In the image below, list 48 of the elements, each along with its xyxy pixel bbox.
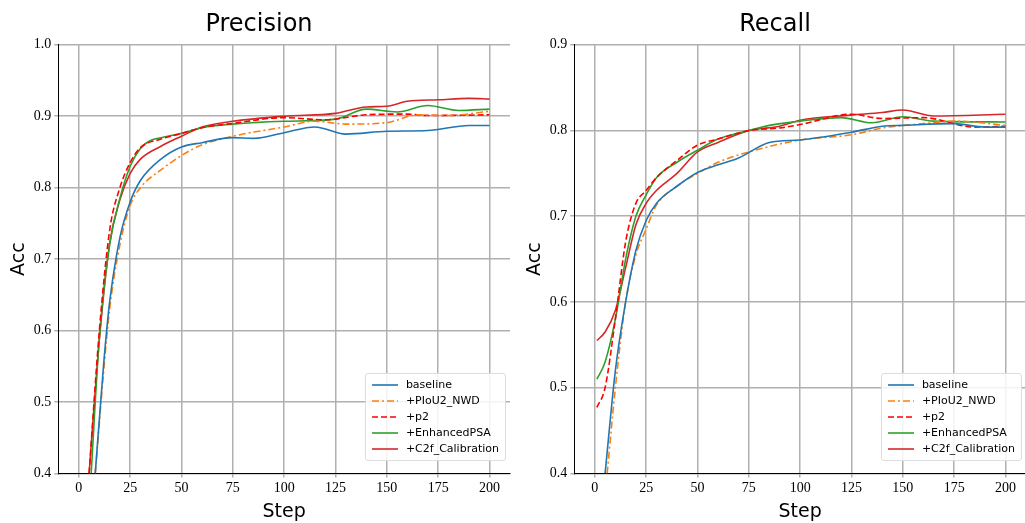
y-tick-label: 0.5 [549,379,568,395]
x-axis-title: Step [778,498,822,521]
x-tick-label: 0 [75,480,83,496]
x-axis-title: Step [262,498,306,521]
y-tick-label: 0.8 [33,179,52,195]
x-tick-label: 200 [478,480,500,496]
y-tick-label: 0.9 [549,36,568,52]
x-tick-label: 125 [324,480,346,496]
x-tick-label: 100 [789,480,811,496]
line-series [596,109,1007,342]
x-tick-label: 175 [943,480,965,496]
x-tick-label: 50 [174,480,189,496]
legend-label: +EnhancedPSA [921,425,1007,441]
legend-label: +EnhancedPSA [405,425,491,441]
x-tick-label: 25 [123,480,138,496]
x-tick-label: 25 [639,480,654,496]
y-tick-label: 0.7 [549,207,568,223]
y-tick-label: 0.8 [549,122,568,138]
x-tick-label: 175 [427,480,449,496]
x-tick-label: 150 [892,480,914,496]
y-axis-title: Acc [6,242,29,276]
chart-title: Precision [205,8,313,37]
y-tick-label: 0.7 [33,250,52,266]
y-tick-label: 0.6 [33,322,52,338]
y-tick-label: 0.9 [33,107,52,123]
x-tick-label: 50 [690,480,705,496]
x-tick-label: 100 [273,480,295,496]
legend-label: baseline [921,377,968,393]
legend-label: +PIoU2_NWD [921,393,996,409]
legend-label: baseline [405,377,452,393]
y-tick-label: 0.4 [549,465,568,481]
legend-label: +p2 [921,409,946,425]
y-tick-label: 1.0 [33,36,52,52]
legend-label: +PIoU2_NWD [405,393,480,409]
chart-title: Recall [739,8,811,37]
y-axis-title: Acc [522,242,545,276]
x-tick-label: 0 [591,480,599,496]
y-tick-label: 0.4 [33,465,52,481]
x-tick-label: 75 [225,480,240,496]
x-tick-label: 150 [376,480,398,496]
x-tick-label: 125 [840,480,862,496]
y-tick-label: 0.6 [549,293,568,309]
legend-label: +C2f_Calibration [405,441,499,457]
legend-label: +p2 [405,409,430,425]
legend-label: +C2f_Calibration [921,441,1015,457]
x-tick-label: 75 [741,480,756,496]
x-tick-label: 200 [994,480,1016,496]
y-tick-label: 0.5 [33,393,52,409]
